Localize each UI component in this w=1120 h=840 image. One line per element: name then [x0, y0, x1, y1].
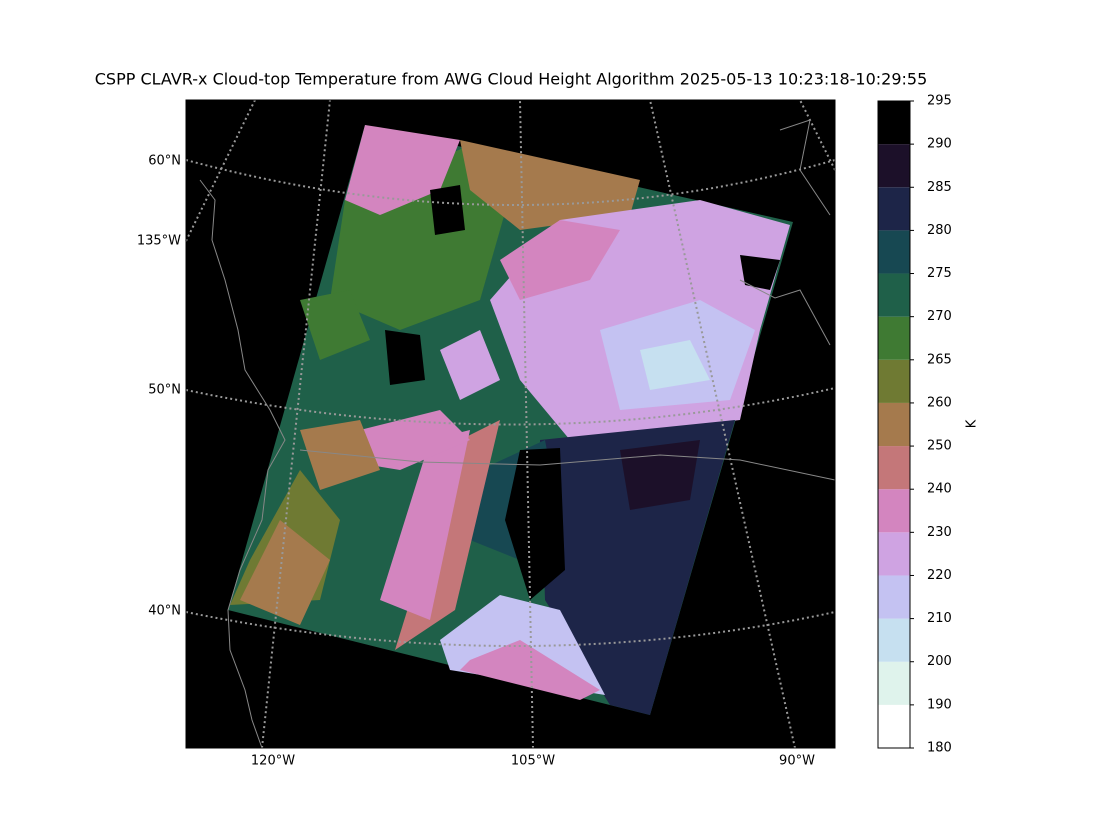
lat-line: [185, 159, 836, 206]
cloud-region: [385, 330, 425, 385]
colorbar-band: [878, 187, 910, 231]
cloud-region: [740, 255, 780, 290]
cloud-region: [380, 430, 470, 620]
colorbar-band: [878, 230, 910, 274]
colorbar-tick-label: 260: [927, 395, 952, 410]
colorbar-tick-label: 290: [927, 137, 952, 152]
lon-line: [799, 99, 836, 171]
colorbar-frame: [877, 100, 911, 749]
colorbar-tick-label: 275: [927, 266, 952, 281]
colorbar-tick-label: 265: [927, 352, 952, 367]
colorbar-band: [878, 446, 910, 490]
colorbar-band: [878, 359, 910, 403]
lon-line: [519, 99, 534, 749]
colorbar-tick-label: 220: [927, 568, 952, 583]
lat-line: [185, 387, 836, 426]
colorbar: 180 190 200 210 220 230 240 250 260 265 270 275 280 2…: [877, 94, 952, 756]
colorbar-band: [878, 402, 910, 447]
lat-label: 40°N: [148, 604, 181, 619]
colorbar-tick-label: 295: [927, 94, 952, 109]
colorbar-band: [878, 532, 910, 576]
lon-label: 105°W: [511, 754, 555, 769]
colorbar-tick-label: 190: [927, 697, 952, 712]
colorbar-tick-label: 280: [927, 223, 952, 238]
colorbar-band: [878, 101, 910, 145]
colorbar-band: [878, 704, 910, 748]
cloud-region: [240, 520, 330, 625]
cloud-region: [300, 290, 370, 360]
colorbar-tick-label: 230: [927, 525, 952, 540]
border-line: [739, 119, 831, 346]
lon-label: 120°W: [251, 754, 295, 769]
border-line: [299, 449, 836, 481]
title: CSPP CLAVR-x Cloud-top Temperature from …: [95, 70, 928, 89]
cloud-region: [460, 640, 600, 700]
colorbar-band: [878, 144, 910, 188]
cloud-region: [620, 440, 700, 510]
colorbar-band: [878, 618, 910, 662]
colorbar-tick-label: 285: [927, 180, 952, 195]
colorbar-tick-label: 200: [927, 654, 952, 669]
graticule-labels: 60°N 50°N 40°N 135°W 120°W 105°W 90°W: [137, 154, 815, 769]
cloud-region: [460, 140, 640, 230]
cloud-region: [300, 420, 380, 490]
lat-label: 60°N: [148, 154, 181, 169]
lat-line: [185, 611, 836, 647]
colorbar-tick-label: 210: [927, 611, 952, 626]
colorbar-tick-label: 270: [927, 309, 952, 324]
graticule: [185, 99, 836, 749]
colorbar-label: K: [965, 419, 980, 428]
lon-label: 135°W: [137, 234, 181, 249]
colorbar-band: [878, 575, 910, 619]
cloud-region: [500, 220, 620, 300]
colorbar-tick-label: 250: [927, 439, 952, 454]
colorbar-band: [878, 489, 910, 533]
lon-line: [261, 99, 331, 749]
cloud-region: [430, 185, 465, 235]
coastline: [199, 119, 836, 749]
lon-line: [649, 99, 796, 749]
cloud-region: [440, 330, 500, 400]
colorbar-band: [878, 661, 910, 705]
colorbar-band: [878, 316, 910, 360]
coast-line: [199, 179, 286, 749]
map-frame: [185, 99, 836, 749]
satellite-swath: [228, 125, 793, 715]
colorbar-tick-label: 240: [927, 482, 952, 497]
colorbar-tick-label: 180: [927, 741, 952, 756]
lon-line: [185, 99, 256, 242]
lat-label: 50°N: [148, 383, 181, 398]
colorbar-band: [878, 273, 910, 317]
lon-label: 90°W: [779, 754, 815, 769]
cloud-region: [505, 448, 565, 600]
cloud-region: [640, 340, 710, 390]
